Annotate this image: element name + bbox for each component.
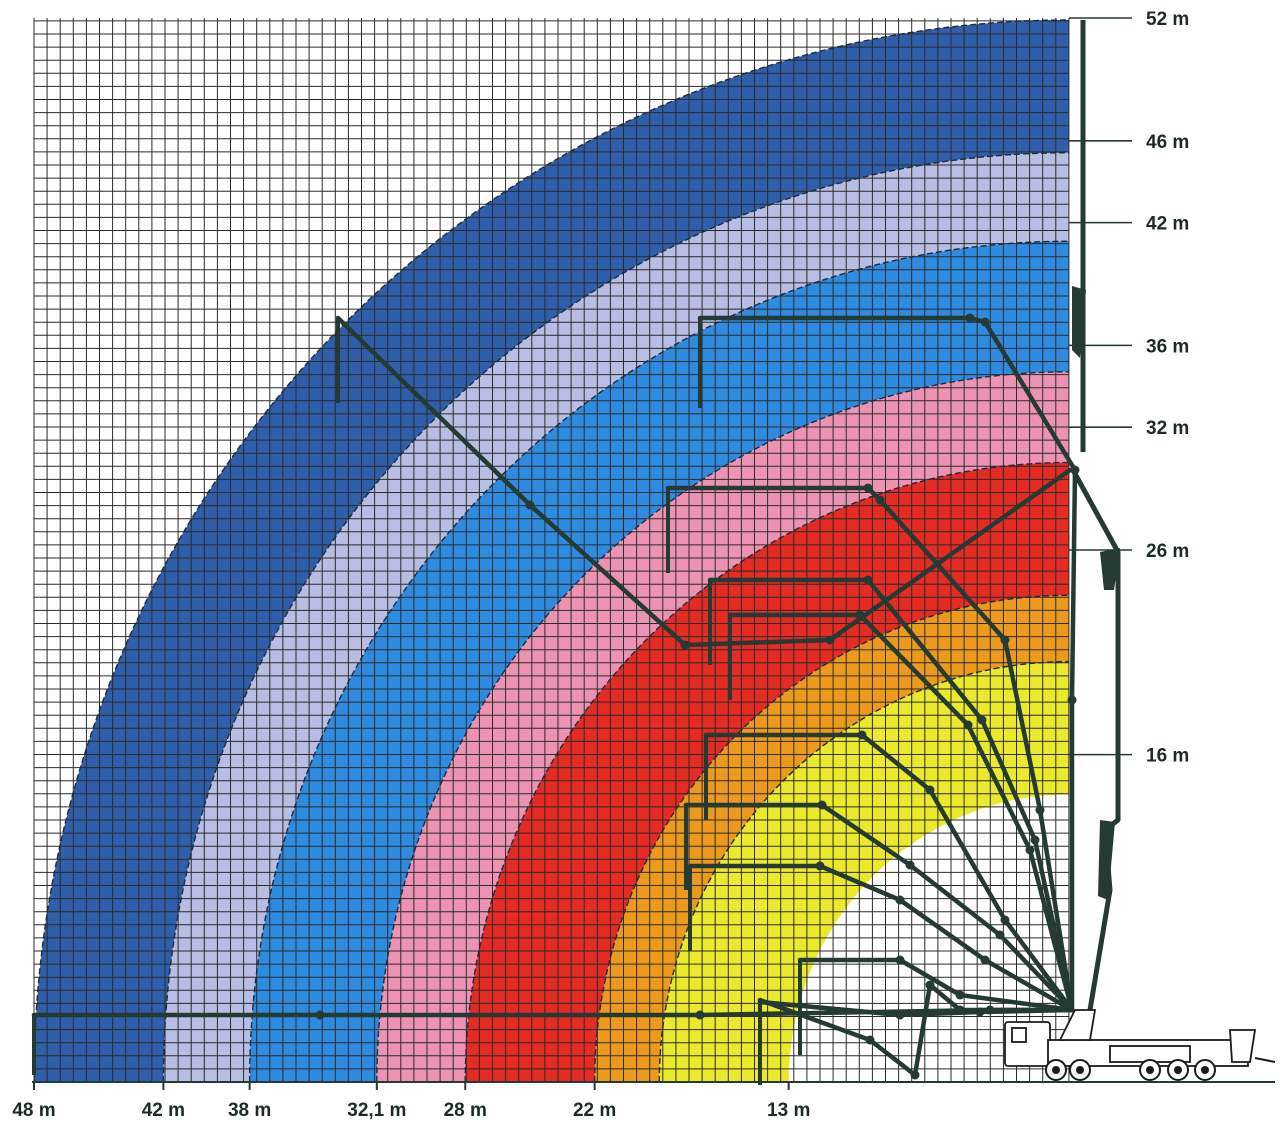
height-label: 32 m <box>1146 418 1189 439</box>
height-label: 16 m <box>1146 746 1189 767</box>
truck-hub <box>1052 1066 1060 1074</box>
boom-position-3-joint <box>977 715 987 725</box>
zone-edge-6 <box>658 660 1069 1082</box>
x-tick-label: 48 m <box>12 1100 55 1121</box>
boom-position-1-joint <box>863 483 873 493</box>
boom-position-5-joint <box>857 730 867 740</box>
truck-hub <box>1174 1066 1182 1074</box>
x-tick-label: 42 m <box>142 1100 185 1121</box>
x-tick-label: 28 m <box>444 1100 487 1121</box>
boom-position-6-joint <box>905 860 915 870</box>
boom-position-4-joint <box>963 720 973 730</box>
mast-joint-2 <box>1100 548 1120 590</box>
truck-hub <box>1201 1066 1209 1074</box>
boom-position-1 <box>665 485 1075 1013</box>
boom-position-3-joint <box>863 575 873 585</box>
boom-position-5-joint <box>925 785 935 795</box>
reach-zones <box>34 20 1069 1082</box>
boom-position-2-joint <box>965 313 975 323</box>
boom-position-5-joint <box>1000 915 1010 925</box>
height-label: 42 m <box>1146 214 1189 235</box>
zone-edge-4 <box>464 461 1069 1082</box>
boom-position-horizontal-joint <box>315 1010 325 1020</box>
reach-zone-3 <box>376 371 1069 1082</box>
x-axis-labels: 48 m 42 m 38 m 32,1 m 28 m 22 m 13 m <box>12 1100 810 1121</box>
truck-hub <box>1076 1066 1084 1074</box>
truck-icon <box>1004 1009 1276 1081</box>
boom-position-9-joint <box>865 1035 875 1045</box>
boom-position-11-joint <box>680 640 690 650</box>
boom-position-8-joint <box>895 955 905 965</box>
boom-positions <box>31 313 1080 1085</box>
boom-position-horizontal-joint <box>985 1005 995 1015</box>
height-labels: 52 m 46 m 42 m 36 m 32 m 26 m 16 m <box>1069 9 1189 767</box>
boom-position-11-joint <box>525 500 535 510</box>
height-label: 36 m <box>1146 336 1189 357</box>
boom-position-1-joint <box>1000 635 1010 645</box>
truck-window <box>1011 1027 1027 1043</box>
x-tick-label: 38 m <box>228 1100 271 1121</box>
truck-hub <box>1146 1066 1154 1074</box>
zone-edge-5 <box>593 594 1069 1082</box>
boom-position-6-joint <box>817 800 827 810</box>
truck-turret <box>1058 1009 1097 1041</box>
mast-joint-3 <box>1098 820 1115 900</box>
truck-hopper <box>1229 1029 1257 1063</box>
truck-outrigger <box>1254 1057 1276 1063</box>
boom-position-7-joint <box>815 861 825 871</box>
boom-position-1-joint <box>1035 805 1045 815</box>
zone-edge-2 <box>248 240 1069 1082</box>
zone-edge-3 <box>376 371 1069 1082</box>
boom-position-1-joint <box>875 495 885 505</box>
boom-position-2-joint <box>1067 695 1077 705</box>
x-tick-label: 13 m <box>767 1100 810 1121</box>
mast-joint <box>1072 286 1086 358</box>
height-label: 46 m <box>1146 132 1189 153</box>
boom-position-4-joint <box>1025 845 1035 855</box>
height-label: 26 m <box>1146 541 1189 562</box>
boom-position-11-joint <box>825 635 835 645</box>
boom-position-2-joint <box>980 317 990 327</box>
boom-position-8 <box>797 957 1075 1013</box>
axes <box>32 1081 1275 1090</box>
zone-edge-1 <box>162 152 1069 1082</box>
boom-position-horizontal-joint <box>695 1010 705 1020</box>
boom-position-7-joint <box>895 895 905 905</box>
vertical-boom <box>1070 20 1121 1041</box>
boom-position-6-joint <box>995 930 1005 940</box>
boom-position-2 <box>697 315 1078 1013</box>
boom-position-8-joint <box>955 990 965 1000</box>
x-tick-label: 32,1 m <box>347 1100 406 1121</box>
x-tick-label: 22 m <box>573 1100 616 1121</box>
boom-position-3-joint <box>1030 835 1040 845</box>
reach-zone-4 <box>465 462 1069 1082</box>
grid <box>33 18 1070 1083</box>
boom-position-9-joint <box>925 980 935 990</box>
boom-position-7-joint <box>980 955 990 965</box>
reach-zone-1 <box>163 152 1069 1082</box>
height-label: 52 m <box>1146 9 1189 30</box>
boom-position-9-joint <box>910 1070 920 1080</box>
